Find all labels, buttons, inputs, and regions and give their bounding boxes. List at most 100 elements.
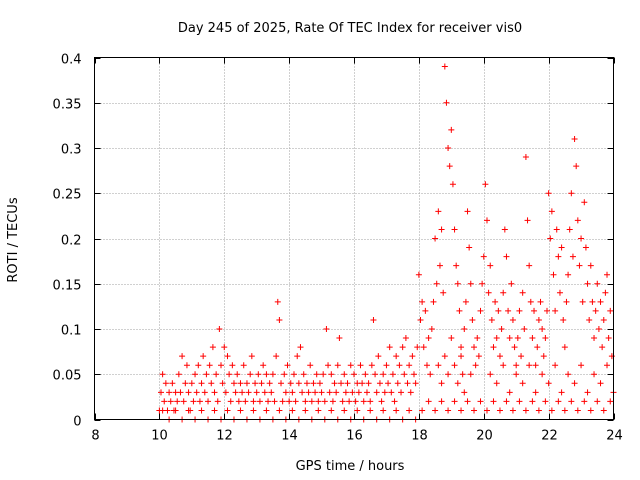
data-point — [412, 380, 419, 387]
axis-ticks: 8 10 12 14 16 18 20 22 24 0 0.05 0.1 0.15 0.2 0.25 0.3 0… — [53, 53, 623, 444]
data-point — [347, 362, 354, 369]
data-point — [560, 316, 567, 323]
data-point — [334, 362, 341, 369]
data-point — [328, 371, 335, 378]
data-point — [441, 353, 448, 360]
data-point — [436, 262, 443, 269]
data-point — [467, 280, 474, 287]
data-point — [594, 280, 601, 287]
data-point — [492, 298, 499, 305]
data-point — [326, 389, 333, 396]
data-point — [534, 344, 541, 351]
data-point — [375, 353, 382, 360]
data-point — [573, 163, 580, 170]
data-point — [454, 280, 461, 287]
data-point — [490, 344, 497, 351]
data-point — [162, 380, 169, 387]
data-point — [172, 407, 179, 414]
data-point — [537, 298, 544, 305]
data-point — [471, 407, 478, 414]
data-point — [420, 344, 427, 351]
data-point — [302, 398, 309, 405]
data-point — [451, 226, 458, 233]
data-point — [574, 217, 581, 224]
data-point — [522, 154, 529, 161]
data-point — [235, 398, 242, 405]
data-point — [440, 289, 447, 296]
data-point — [239, 389, 246, 396]
data-point — [553, 226, 560, 233]
y-tick-label: 0.3 — [61, 143, 82, 158]
data-point — [386, 344, 393, 351]
data-point — [569, 253, 576, 260]
data-point — [198, 380, 205, 387]
data-point — [433, 280, 440, 287]
data-point — [276, 316, 283, 323]
data-point — [380, 407, 387, 414]
data-point — [451, 362, 458, 369]
x-tick-label: 12 — [216, 429, 233, 444]
data-point — [247, 371, 254, 378]
data-point — [527, 298, 534, 305]
data-point — [545, 190, 552, 197]
data-point — [514, 335, 521, 342]
data-point — [506, 389, 513, 396]
x-tick-label: 20 — [476, 429, 493, 444]
data-point — [467, 371, 474, 378]
data-point — [535, 407, 542, 414]
data-point — [315, 407, 322, 414]
data-point — [438, 226, 445, 233]
data-point — [307, 362, 314, 369]
data-point — [565, 371, 572, 378]
data-point — [367, 407, 374, 414]
data-point — [446, 163, 453, 170]
data-point — [513, 371, 520, 378]
data-point — [313, 371, 320, 378]
data-point — [237, 407, 244, 414]
data-point — [462, 298, 469, 305]
data-point — [584, 389, 591, 396]
data-point — [485, 289, 492, 296]
data-point — [161, 398, 168, 405]
data-point — [341, 407, 348, 414]
data-point — [268, 389, 275, 396]
data-point — [383, 362, 390, 369]
data-point — [524, 217, 531, 224]
data-point — [432, 235, 439, 242]
data-point — [415, 271, 422, 278]
data-point — [316, 380, 323, 387]
data-point — [605, 335, 612, 342]
data-point — [190, 398, 197, 405]
data-point — [482, 181, 489, 188]
data-point — [269, 371, 276, 378]
data-point — [604, 271, 611, 278]
data-point — [493, 380, 500, 387]
data-point — [427, 371, 434, 378]
data-point — [329, 398, 336, 405]
data-point — [378, 398, 385, 405]
data-point — [581, 398, 588, 405]
data-point — [295, 380, 302, 387]
data-point — [430, 298, 437, 305]
data-point — [458, 344, 465, 351]
data-point — [474, 335, 481, 342]
data-point — [578, 235, 585, 242]
data-point — [292, 398, 299, 405]
data-point — [477, 398, 484, 405]
data-point — [328, 407, 335, 414]
data-point — [219, 380, 226, 387]
data-point — [595, 326, 602, 332]
data-point — [545, 380, 552, 387]
data-point — [222, 389, 229, 396]
data-point — [341, 371, 348, 378]
data-point — [250, 398, 257, 405]
data-point — [586, 316, 593, 323]
data-point — [449, 181, 456, 188]
data-point — [574, 407, 581, 414]
data-point — [312, 389, 319, 396]
data-point — [548, 208, 555, 215]
data-point — [276, 407, 283, 414]
data-point — [600, 407, 607, 414]
data-point — [355, 389, 362, 396]
data-point — [600, 316, 607, 323]
